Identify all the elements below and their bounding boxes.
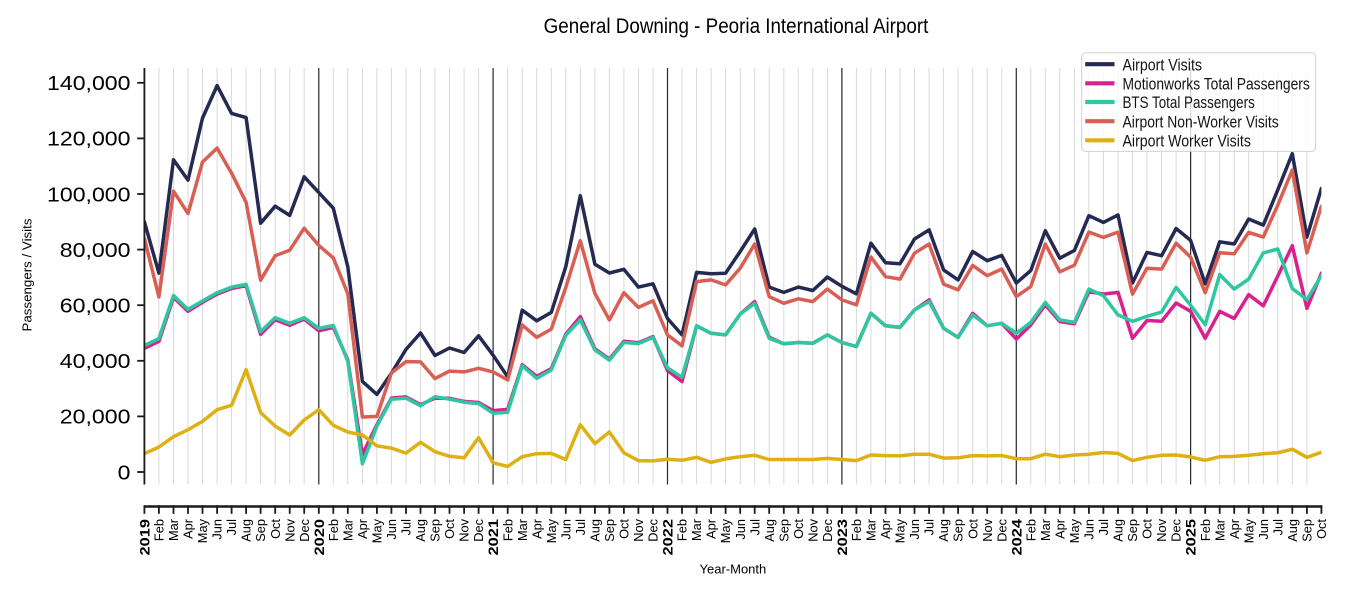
svg-text:Mar: Mar	[515, 518, 530, 541]
svg-text:60,000: 60,000	[60, 295, 131, 318]
svg-text:0: 0	[118, 461, 131, 484]
svg-text:Oct: Oct	[1140, 519, 1155, 539]
svg-text:Aug: Aug	[588, 519, 603, 542]
svg-text:May: May	[369, 518, 384, 543]
svg-text:Nov: Nov	[631, 518, 646, 541]
svg-text:Feb: Feb	[1198, 519, 1213, 541]
svg-text:Year-Month: Year-Month	[700, 562, 767, 577]
svg-text:Dec: Dec	[820, 518, 835, 541]
svg-text:Jun: Jun	[1082, 519, 1097, 540]
svg-text:Jul: Jul	[399, 519, 414, 535]
svg-text:Sep: Sep	[951, 519, 966, 542]
svg-text:2024: 2024	[1008, 519, 1024, 556]
svg-text:Sep: Sep	[1300, 519, 1315, 542]
svg-text:Mar: Mar	[1038, 518, 1053, 541]
svg-text:Passengers / Visits: Passengers / Visits	[20, 218, 35, 332]
svg-text:Sep: Sep	[1125, 519, 1140, 542]
svg-text:140,000: 140,000	[47, 72, 131, 95]
svg-text:Feb: Feb	[151, 519, 166, 541]
svg-text:Aug: Aug	[239, 519, 254, 542]
svg-text:Aug: Aug	[1111, 519, 1126, 542]
svg-text:May: May	[718, 518, 733, 543]
svg-text:Feb: Feb	[326, 519, 341, 541]
svg-text:120,000: 120,000	[47, 128, 131, 151]
svg-text:May: May	[1241, 518, 1256, 543]
svg-text:Feb: Feb	[500, 519, 515, 541]
svg-text:BTS Total Passengers: BTS Total Passengers	[1123, 93, 1255, 112]
svg-text:40,000: 40,000	[60, 350, 131, 373]
svg-text:May: May	[195, 518, 210, 543]
svg-text:Nov: Nov	[282, 518, 297, 541]
svg-text:Aug: Aug	[413, 519, 428, 542]
svg-text:Nov: Nov	[805, 518, 820, 541]
svg-text:2023: 2023	[834, 519, 850, 556]
svg-text:Oct: Oct	[791, 519, 806, 539]
svg-text:Airport Non-Worker Visits: Airport Non-Worker Visits	[1123, 112, 1279, 131]
svg-text:Oct: Oct	[442, 519, 457, 539]
svg-text:Jun: Jun	[1256, 519, 1271, 540]
svg-text:Jul: Jul	[573, 519, 588, 535]
svg-text:Mar: Mar	[689, 518, 704, 541]
svg-text:Mar: Mar	[1212, 518, 1227, 541]
svg-text:Apr: Apr	[878, 518, 893, 539]
svg-text:Jul: Jul	[1096, 519, 1111, 535]
svg-text:Dec: Dec	[297, 518, 312, 541]
svg-text:2022: 2022	[660, 519, 676, 556]
svg-text:Apr: Apr	[704, 518, 719, 539]
svg-text:Aug: Aug	[936, 519, 951, 542]
svg-text:Sep: Sep	[602, 519, 617, 542]
svg-text:Dec: Dec	[994, 518, 1009, 541]
svg-text:Sep: Sep	[428, 519, 443, 542]
svg-text:Airport Worker Visits: Airport Worker Visits	[1123, 132, 1251, 151]
svg-text:Jul: Jul	[224, 519, 239, 535]
svg-text:20,000: 20,000	[60, 406, 131, 429]
svg-text:Nov: Nov	[980, 518, 995, 541]
svg-text:Apr: Apr	[1052, 518, 1067, 539]
svg-text:Feb: Feb	[849, 519, 864, 541]
svg-text:Jun: Jun	[210, 519, 225, 540]
svg-text:Oct: Oct	[268, 519, 283, 539]
svg-text:Airport Visits: Airport Visits	[1123, 55, 1203, 74]
svg-text:Dec: Dec	[471, 518, 486, 541]
svg-text:2019: 2019	[136, 519, 152, 556]
svg-text:Nov: Nov	[457, 518, 472, 541]
svg-text:2025: 2025	[1183, 519, 1199, 556]
svg-text:Apr: Apr	[529, 518, 544, 539]
svg-text:Jul: Jul	[1270, 519, 1285, 535]
svg-text:May: May	[1067, 518, 1082, 543]
svg-text:Aug: Aug	[762, 519, 777, 542]
svg-text:2020: 2020	[311, 519, 327, 556]
svg-text:Sep: Sep	[253, 519, 268, 542]
svg-text:100,000: 100,000	[47, 183, 131, 206]
svg-text:Jun: Jun	[558, 519, 573, 540]
svg-text:Mar: Mar	[864, 518, 879, 541]
svg-text:Aug: Aug	[1285, 519, 1300, 542]
svg-text:Apr: Apr	[1227, 518, 1242, 539]
svg-text:General Downing - Peoria Inter: General Downing - Peoria International A…	[544, 14, 929, 38]
svg-text:Jul: Jul	[922, 519, 937, 535]
svg-text:Dec: Dec	[1169, 518, 1184, 541]
svg-text:Jun: Jun	[733, 519, 748, 540]
svg-text:Jun: Jun	[384, 519, 399, 540]
svg-text:Motionworks Total Passengers: Motionworks Total Passengers	[1123, 75, 1310, 94]
svg-text:Feb: Feb	[675, 519, 690, 541]
svg-text:Sep: Sep	[776, 519, 791, 542]
svg-text:Oct: Oct	[965, 519, 980, 539]
svg-text:Dec: Dec	[646, 518, 661, 541]
svg-text:Oct: Oct	[617, 519, 632, 539]
svg-text:2021: 2021	[485, 519, 501, 556]
svg-text:Apr: Apr	[355, 518, 370, 539]
svg-text:Oct: Oct	[1314, 519, 1329, 539]
svg-text:May: May	[893, 518, 908, 543]
svg-text:Jun: Jun	[907, 519, 922, 540]
svg-text:Feb: Feb	[1023, 519, 1038, 541]
svg-text:Mar: Mar	[340, 518, 355, 541]
svg-text:Mar: Mar	[166, 518, 181, 541]
svg-text:Nov: Nov	[1154, 518, 1169, 541]
svg-text:Jul: Jul	[747, 519, 762, 535]
svg-text:May: May	[544, 518, 559, 543]
svg-text:Apr: Apr	[181, 518, 196, 539]
svg-text:80,000: 80,000	[60, 239, 131, 262]
